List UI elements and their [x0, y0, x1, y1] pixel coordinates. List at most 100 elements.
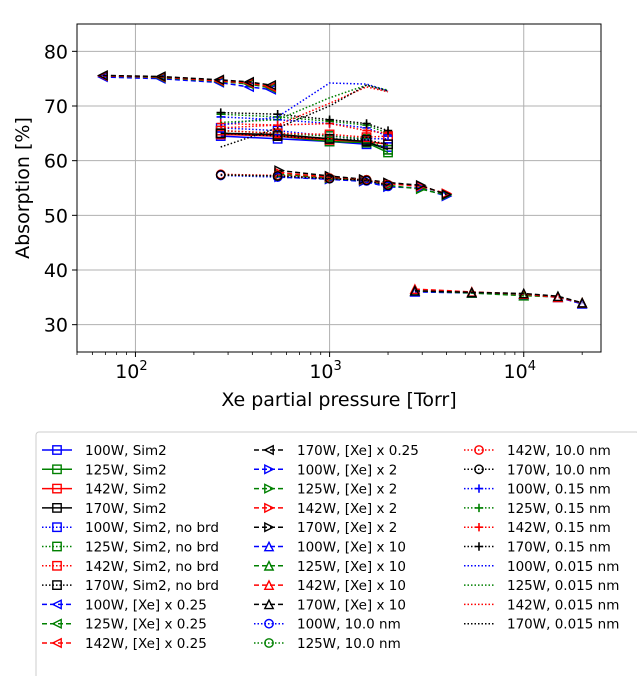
data-point [362, 119, 371, 128]
series-layer [97, 70, 588, 309]
legend-item: 125W, 0.015 nm [464, 578, 619, 594]
legend-swatch-marker [51, 599, 62, 610]
legend-label: 170W, 0.15 nm [507, 540, 611, 556]
series-line [414, 290, 583, 304]
legend-item: 100W, Sim2, no brd [42, 520, 219, 536]
y-tick-label: 70 [44, 96, 68, 118]
legend-label: 170W, 10.0 nm [507, 462, 611, 478]
series-line [102, 74, 272, 86]
legend-item: 100W, [Xe] x 2 [254, 462, 397, 478]
legend-label: 100W, 10.0 nm [297, 617, 401, 633]
legend-label: 125W, 0.15 nm [507, 501, 611, 517]
legend-item: 170W, 10.0 nm [464, 462, 611, 478]
data-point [325, 115, 334, 124]
data-point [383, 126, 393, 135]
legend-label: 100W, 0.015 nm [507, 559, 619, 575]
legend-label: 142W, 10.0 nm [507, 443, 611, 459]
legend-label: 100W, 0.15 nm [507, 482, 611, 498]
series-line [220, 82, 389, 126]
legend-swatch-marker [52, 445, 62, 455]
legend-item: 125W, [Xe] x 0.25 [42, 617, 207, 633]
data-point [272, 171, 283, 181]
legend-item: 100W, [Xe] x 10 [254, 540, 406, 556]
axis-ticks: 30 40 50 60 70 80 102 103 104 [44, 41, 583, 383]
legend-label: 142W, [Xe] x 10 [297, 578, 406, 594]
data-point [362, 126, 371, 135]
data-point [415, 179, 427, 191]
legend-label: 142W, 0.15 nm [507, 520, 611, 536]
data-point [154, 71, 166, 82]
legend-item: 142W, 0.15 nm [464, 520, 611, 536]
legend-swatch-marker [264, 638, 274, 648]
legend-item: 125W, Sim2 [42, 462, 167, 478]
legend-swatch-marker [264, 483, 275, 494]
series-line [220, 84, 389, 124]
data-point [243, 76, 255, 88]
x-tick-label: 102 [115, 359, 147, 383]
legend-label: 142W, Sim2, no brd [85, 559, 219, 575]
legend-label: 170W, [Xe] x 10 [297, 597, 406, 613]
legend-item: 142W, [Xe] x 2 [254, 501, 397, 517]
data-point [272, 131, 283, 141]
legend-item: 170W, [Xe] x 2 [254, 520, 397, 536]
data-point [216, 119, 225, 128]
legend-frame [35, 431, 637, 676]
series-27 [216, 108, 393, 135]
data-point [552, 290, 564, 302]
data-point [215, 128, 226, 139]
legend-label: 100W, [Xe] x 2 [297, 462, 397, 478]
y-axis-label: Absorption [%] [12, 117, 34, 259]
legend-label: 100W, Sim2 [85, 443, 167, 459]
series-line [220, 86, 389, 129]
series-31 [220, 84, 389, 148]
legend-label: 125W, Sim2, no brd [85, 540, 219, 556]
legend-item: 142W, 10.0 nm [464, 443, 611, 459]
legend-item: 170W, Sim2 [42, 501, 167, 517]
legend-swatch-marker [263, 540, 275, 552]
y-tick-label: 50 [44, 205, 68, 227]
x-tick-label: 104 [504, 359, 536, 383]
legend-item: 125W, [Xe] x 2 [254, 482, 397, 498]
legend-item: 125W, 0.15 nm [464, 501, 611, 517]
series-line [220, 174, 389, 187]
legend-label: 125W, [Xe] x 10 [297, 559, 406, 575]
legend-label: 125W, [Xe] x 0.25 [85, 617, 207, 633]
legend-item: 170W, [Xe] x 10 [254, 597, 406, 613]
plot-frame [76, 23, 602, 353]
legend-label: 125W, 0.015 nm [507, 578, 619, 594]
legend-swatch-marker [51, 618, 62, 630]
legend-label: 100W, [Xe] x 0.25 [85, 597, 207, 613]
data-point [213, 74, 225, 86]
legend-label: 170W, 0.015 nm [507, 617, 619, 633]
series-line [414, 290, 583, 304]
legend-label: 142W, Sim2 [85, 482, 167, 498]
legend-swatch-marker [51, 637, 62, 649]
legend-item: 142W, Sim2, no brd [42, 559, 219, 575]
data-point [265, 79, 277, 91]
data-point [409, 285, 421, 296]
series-19 [409, 285, 588, 308]
series-7 [215, 128, 393, 150]
y-tick-label: 80 [44, 41, 68, 63]
legend-item: 125W, [Xe] x 10 [254, 559, 406, 575]
series-29 [220, 84, 389, 124]
legend-swatch-marker [474, 503, 484, 513]
legend-swatch-marker [264, 502, 275, 514]
y-tick-label: 60 [44, 151, 68, 173]
data-point [518, 289, 530, 301]
legend-item: 170W, 0.015 nm [464, 617, 619, 633]
legend-item: 170W, Sim2, no brd [42, 578, 219, 594]
legend-swatch-marker [474, 542, 484, 551]
legend-label: 100W, [Xe] x 10 [297, 540, 406, 556]
legend-swatch-marker [474, 484, 484, 493]
data-point [216, 108, 225, 117]
legend-swatch-marker [264, 521, 275, 533]
legend-swatch-marker [263, 579, 275, 590]
legend-label: 170W, [Xe] x 2 [297, 520, 397, 536]
legend-label: 170W, [Xe] x 0.25 [297, 443, 419, 459]
legend-label: 142W, [Xe] x 0.25 [85, 636, 207, 652]
legend-swatch-marker [52, 580, 62, 591]
series-line [279, 169, 447, 196]
legend-item: 170W, [Xe] x 0.25 [254, 443, 419, 459]
